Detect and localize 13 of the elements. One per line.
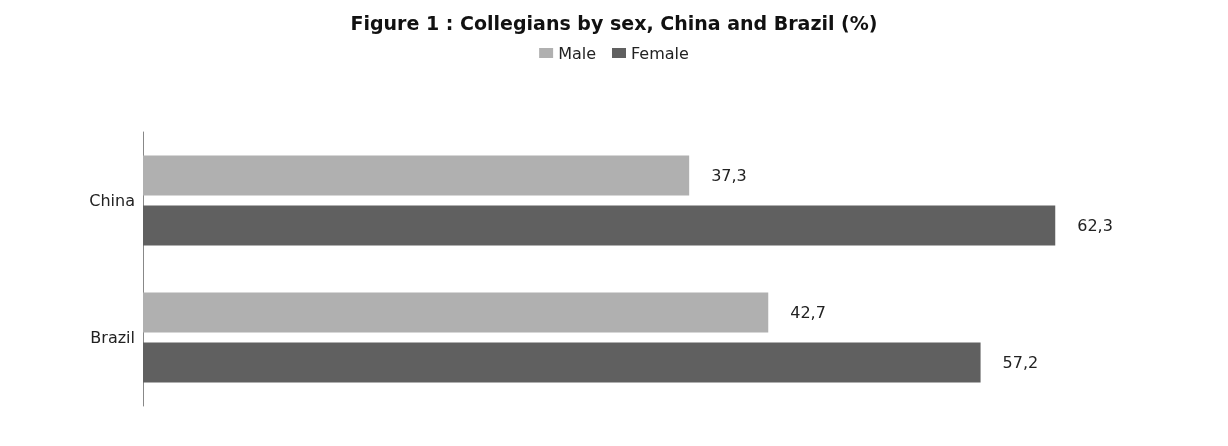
legend-label: Female xyxy=(631,43,689,63)
y-tick-label: Brazil xyxy=(90,328,135,347)
data-label: 57,2 xyxy=(1002,353,1039,372)
y-tick-label: China xyxy=(89,191,135,210)
data-label: 37,3 xyxy=(711,166,747,185)
bar xyxy=(143,155,690,196)
bar xyxy=(143,342,981,383)
data-label: 62,3 xyxy=(1077,216,1113,235)
legend-label: Male xyxy=(558,43,597,63)
chart-title: Figure 1 : Collegians by sex, China and Brazil (%) xyxy=(350,11,878,34)
data-label: 42,7 xyxy=(790,303,826,322)
bar xyxy=(143,205,1056,246)
bar xyxy=(143,292,769,333)
